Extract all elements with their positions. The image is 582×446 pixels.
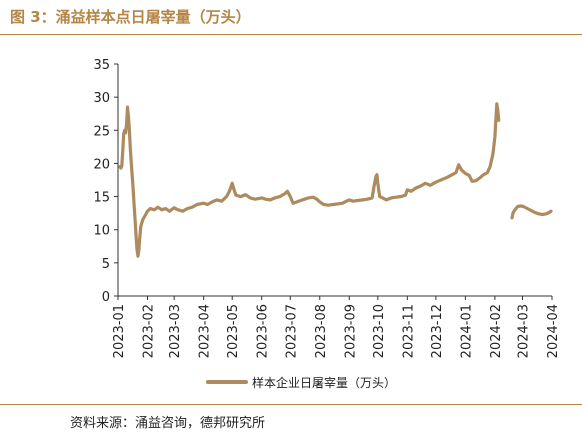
chart-axes — [117, 64, 552, 297]
x-tick-label: 2023-10 — [372, 304, 387, 358]
y-tick-label: 15 — [93, 191, 110, 206]
x-tick-label: 2023-11 — [401, 304, 416, 358]
y-tick-label: 5 — [102, 257, 110, 272]
x-tick-label: 2023-06 — [256, 304, 271, 358]
legend-label: 样本企业日屠宰量（万头） — [252, 375, 396, 390]
figure-title: 图 3：涌益样本点日屠宰量（万头） — [10, 8, 251, 26]
x-axis-ticks: 2023-01 2023-02 2023-03 2023-04 2023-05 2023-… — [112, 296, 561, 358]
bottom-rule — [0, 404, 582, 405]
top-rule — [0, 34, 582, 35]
x-tick-label: 2023-08 — [314, 304, 329, 358]
x-tick-label: 2023-07 — [284, 304, 299, 358]
y-tick-label: 20 — [93, 157, 110, 172]
x-tick-label: 2024-01 — [459, 304, 474, 358]
series-line — [118, 102, 501, 258]
x-tick-label: 2023-05 — [226, 304, 241, 358]
y-tick-label: 0 — [102, 290, 110, 305]
y-axis-ticks: 0 5 10 15 20 25 30 35 — [93, 58, 118, 305]
x-tick-label: 2023-12 — [430, 304, 445, 358]
series-line — [510, 204, 553, 220]
source-note: 资料来源：涌益咨询，德邦研究所 — [70, 416, 266, 431]
x-tick-label: 2024-02 — [489, 304, 504, 358]
x-tick-label: 2023-02 — [142, 304, 157, 358]
x-tick-label: 2024-03 — [516, 304, 531, 358]
y-tick-label: 10 — [93, 224, 110, 239]
y-tick-label: 35 — [93, 58, 110, 73]
legend: 样本企业日屠宰量（万头） — [206, 375, 396, 390]
x-tick-label: 2024-04 — [546, 304, 561, 358]
x-tick-label: 2023-01 — [112, 304, 127, 358]
y-tick-label: 30 — [93, 91, 110, 106]
x-tick-label: 2023-03 — [168, 304, 183, 358]
x-tick-label: 2023-09 — [343, 304, 358, 358]
x-tick-label: 2023-04 — [198, 304, 213, 358]
plot-area — [118, 102, 553, 258]
y-tick-label: 25 — [93, 124, 110, 139]
